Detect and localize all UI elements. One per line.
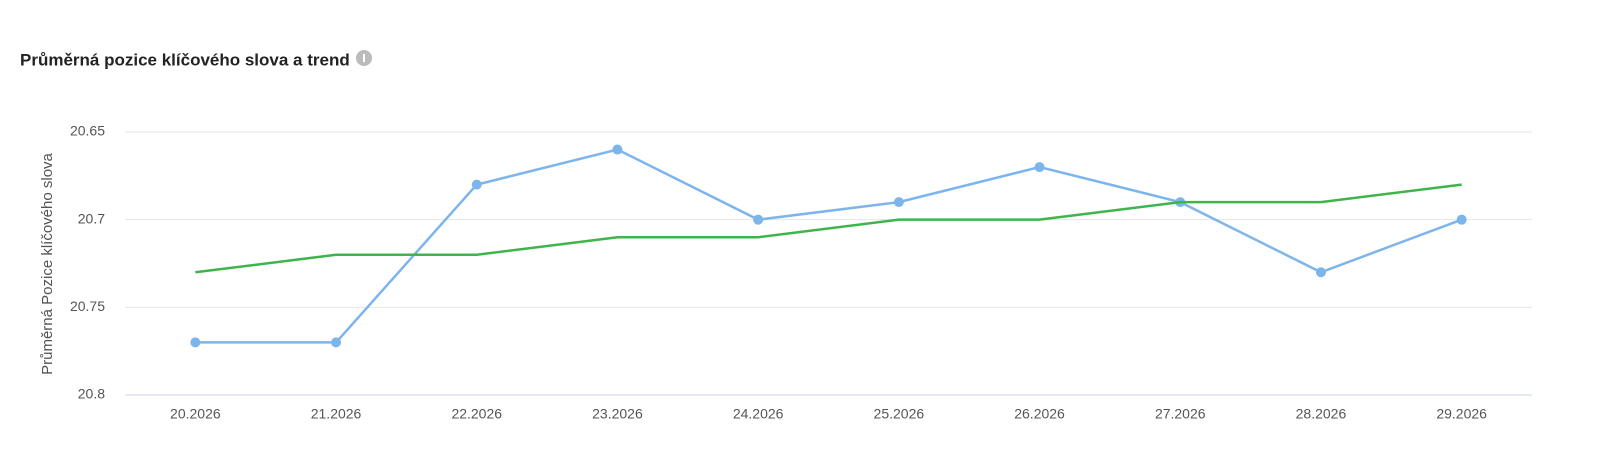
data-point [331, 337, 342, 348]
data-point [753, 214, 764, 225]
series-line [195, 148, 1463, 344]
data-point [1315, 267, 1326, 278]
x-tick-label: 21.2026 [311, 406, 362, 422]
x-tick-label: 22.2026 [451, 406, 502, 422]
x-tick-label: 28.2026 [1296, 406, 1347, 422]
x-tick-label: 25.2026 [874, 406, 925, 422]
x-tick-label: 24.2026 [733, 406, 784, 422]
data-point [893, 197, 904, 208]
data-point [471, 179, 482, 190]
data-point [612, 144, 623, 155]
info-icon[interactable] [356, 50, 372, 66]
data-point [1034, 162, 1045, 173]
series-line [195, 183, 1462, 274]
y-tick-label: 20.65 [70, 123, 105, 139]
y-tick-label: 20.75 [70, 298, 105, 314]
y-tick-label: 20.7 [78, 210, 105, 226]
info-glyph [363, 54, 365, 62]
data-point [1456, 214, 1467, 225]
x-tick-label: 27.2026 [1155, 406, 1206, 422]
x-tick-label: 23.2026 [592, 406, 643, 422]
y-axis-title: Průměrná Pozice klíčového slova [39, 152, 56, 374]
x-tick-label: 29.2026 [1436, 406, 1487, 422]
x-tick-label: 26.2026 [1014, 406, 1065, 422]
data-point [190, 337, 201, 348]
chart-title: Průměrná pozice klíčového slova a trend [20, 50, 350, 69]
y-tick-label: 20.8 [78, 386, 105, 402]
x-tick-label: 20.2026 [170, 406, 221, 422]
